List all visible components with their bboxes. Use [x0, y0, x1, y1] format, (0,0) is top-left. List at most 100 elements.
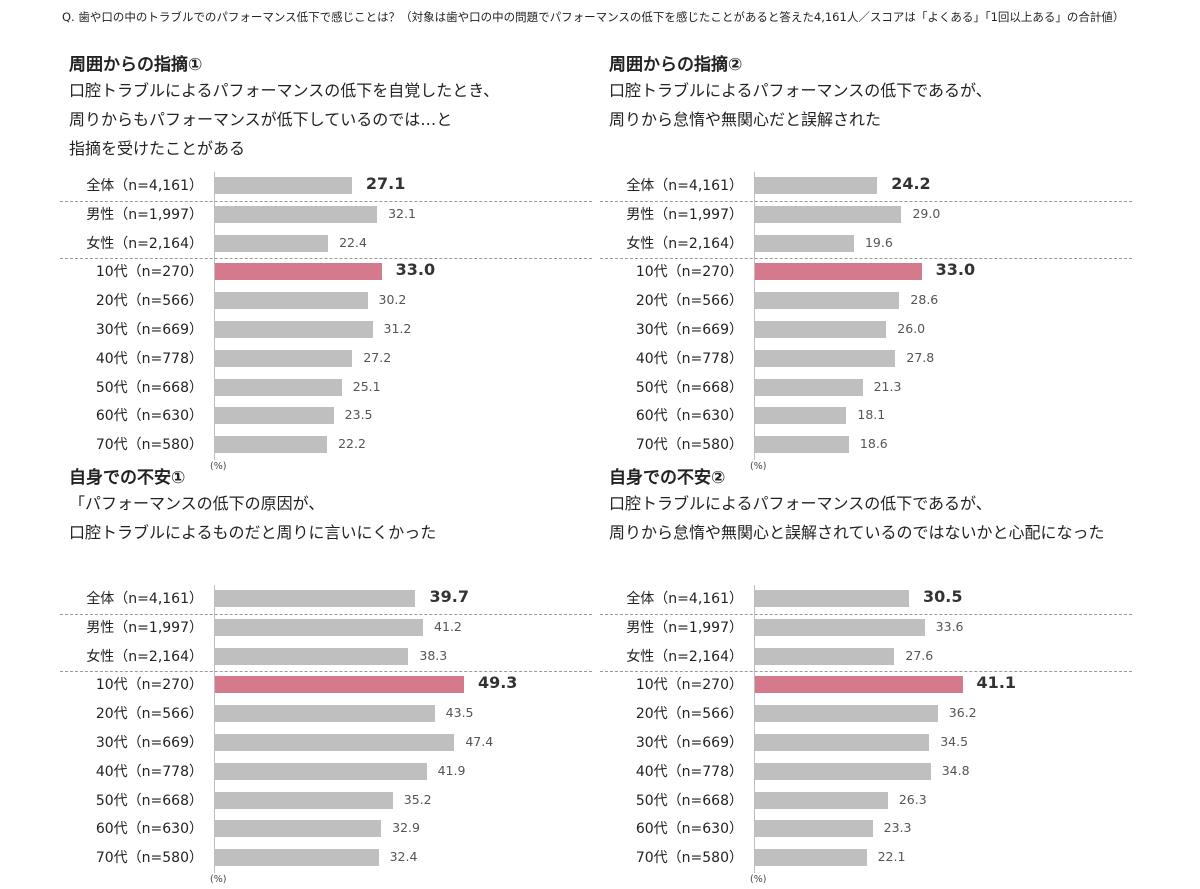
panel-title: 周囲からの指摘① [69, 55, 203, 75]
group-divider [600, 258, 1132, 260]
bar [215, 820, 382, 838]
data-label: 47.4 [465, 734, 494, 749]
data-label: 27.6 [905, 647, 934, 663]
bar [215, 762, 427, 780]
bar-highlight [215, 263, 382, 281]
y-axis-line [754, 172, 755, 460]
data-label: 33.0 [395, 260, 436, 280]
bar [755, 292, 900, 310]
unit-label: (%) [750, 461, 767, 472]
bar [215, 734, 455, 751]
category-label: 女性（n=2,164） [626, 648, 743, 665]
unit-label: (%) [750, 874, 767, 885]
bar [755, 349, 896, 367]
group-divider [60, 671, 592, 673]
data-label: 25.1 [352, 378, 381, 394]
category-label: 60代（n=630） [95, 821, 203, 838]
panel-title: 周囲からの指摘② [609, 55, 743, 75]
data-label: 33.0 [935, 260, 976, 280]
group-divider [60, 258, 592, 260]
y-axis-line [754, 585, 755, 873]
panel-2: 周囲からの指摘② 口腔トラブルによるパフォーマンスの低下であるが、 周りから怠惰… [600, 50, 1160, 472]
bar [755, 762, 931, 780]
data-label: 22.2 [338, 436, 366, 452]
bar [755, 321, 887, 338]
data-label: 38.3 [419, 647, 448, 663]
category-label: 50代（n=668） [635, 792, 743, 809]
category-label: 40代（n=778） [95, 350, 203, 367]
bar [755, 590, 910, 607]
data-label: 22.1 [877, 849, 906, 865]
category-label: 50代（n=668） [95, 379, 203, 396]
bar [215, 292, 368, 310]
category-label: 男性（n=1,997） [626, 206, 743, 223]
data-label: 18.1 [857, 407, 886, 423]
category-label: 30代（n=669） [95, 322, 203, 338]
bar [755, 705, 938, 723]
data-label: 24.2 [891, 174, 931, 193]
bar [215, 407, 334, 425]
bar [215, 436, 328, 454]
data-label: 28.6 [910, 292, 939, 308]
data-label: 41.1 [976, 673, 1017, 693]
panel-description: 口腔トラブルによるパフォーマンスの低下であるが、 周りから怠惰や無関心と誤解され… [609, 494, 1105, 542]
data-label: 39.7 [429, 587, 469, 606]
bar [755, 820, 873, 838]
category-label: 40代（n=778） [635, 763, 743, 780]
category-label: 70代（n=580） [635, 850, 743, 867]
data-label: 26.3 [898, 791, 927, 807]
bar [215, 234, 329, 252]
data-label: 30.2 [378, 292, 407, 308]
group-divider [600, 200, 1132, 202]
panel-description: 口腔トラブルによるパフォーマンスの低下を自覚したとき、 周りからもパフォーマンス… [69, 81, 500, 158]
category-label: 30代（n=669） [635, 322, 743, 338]
data-label: 35.2 [403, 791, 432, 807]
data-label: 36.2 [948, 705, 977, 721]
panel-description: 口腔トラブルによるパフォーマンスの低下であるが、 周りから怠惰や無関心だと誤解さ… [609, 81, 992, 129]
category-label: 10代（n=270） [635, 264, 743, 281]
category-label: 70代（n=580） [95, 850, 203, 867]
data-label: 19.6 [864, 234, 893, 250]
data-label: 34.5 [940, 734, 969, 749]
category-label: 全体（n=4,161） [626, 591, 743, 607]
category-label: 30代（n=669） [635, 735, 743, 751]
category-label: 70代（n=580） [95, 437, 203, 454]
category-label: 全体（n=4,161） [86, 591, 203, 607]
bar [755, 177, 878, 194]
bar [755, 734, 930, 751]
data-label: 22.4 [339, 234, 367, 250]
bar-highlight [215, 676, 464, 694]
category-label: 70代（n=580） [635, 437, 743, 454]
group-divider [600, 613, 1132, 615]
data-label: 27.1 [365, 174, 406, 193]
category-label: 10代（n=270） [635, 677, 743, 694]
bar [215, 378, 342, 396]
group-divider [600, 671, 1132, 673]
data-label: 23.3 [883, 820, 912, 836]
category-label: 60代（n=630） [95, 408, 203, 425]
bar-highlight [755, 263, 922, 281]
category-label: 20代（n=566） [95, 706, 203, 723]
category-label: 女性（n=2,164） [86, 648, 203, 665]
category-label: 40代（n=778） [95, 763, 203, 780]
bar-highlight [755, 676, 963, 694]
category-label: 女性（n=2,164） [626, 235, 743, 252]
data-label: 43.5 [445, 705, 474, 721]
panel-description: 「パフォーマンスの低下の原因が、 口腔トラブルによるものだと周りに言いにくかった [69, 494, 437, 542]
unit-label: (%) [210, 874, 227, 885]
group-divider [60, 613, 592, 615]
panel-3: 自身での不安① 「パフォーマンスの低下の原因が、 口腔トラブルによるものだと周り… [60, 463, 620, 885]
bar [755, 436, 849, 454]
data-label: 26.0 [897, 321, 926, 336]
category-label: 男性（n=1,997） [626, 619, 743, 636]
bar [215, 849, 379, 867]
category-label: 50代（n=668） [635, 379, 743, 396]
category-label: 10代（n=270） [95, 677, 203, 694]
data-label: 34.8 [941, 762, 970, 778]
data-label: 23.5 [344, 407, 373, 423]
bar [755, 618, 925, 636]
bar [755, 378, 863, 396]
data-label: 18.6 [859, 436, 888, 452]
bar [215, 349, 353, 367]
group-divider [60, 200, 592, 202]
